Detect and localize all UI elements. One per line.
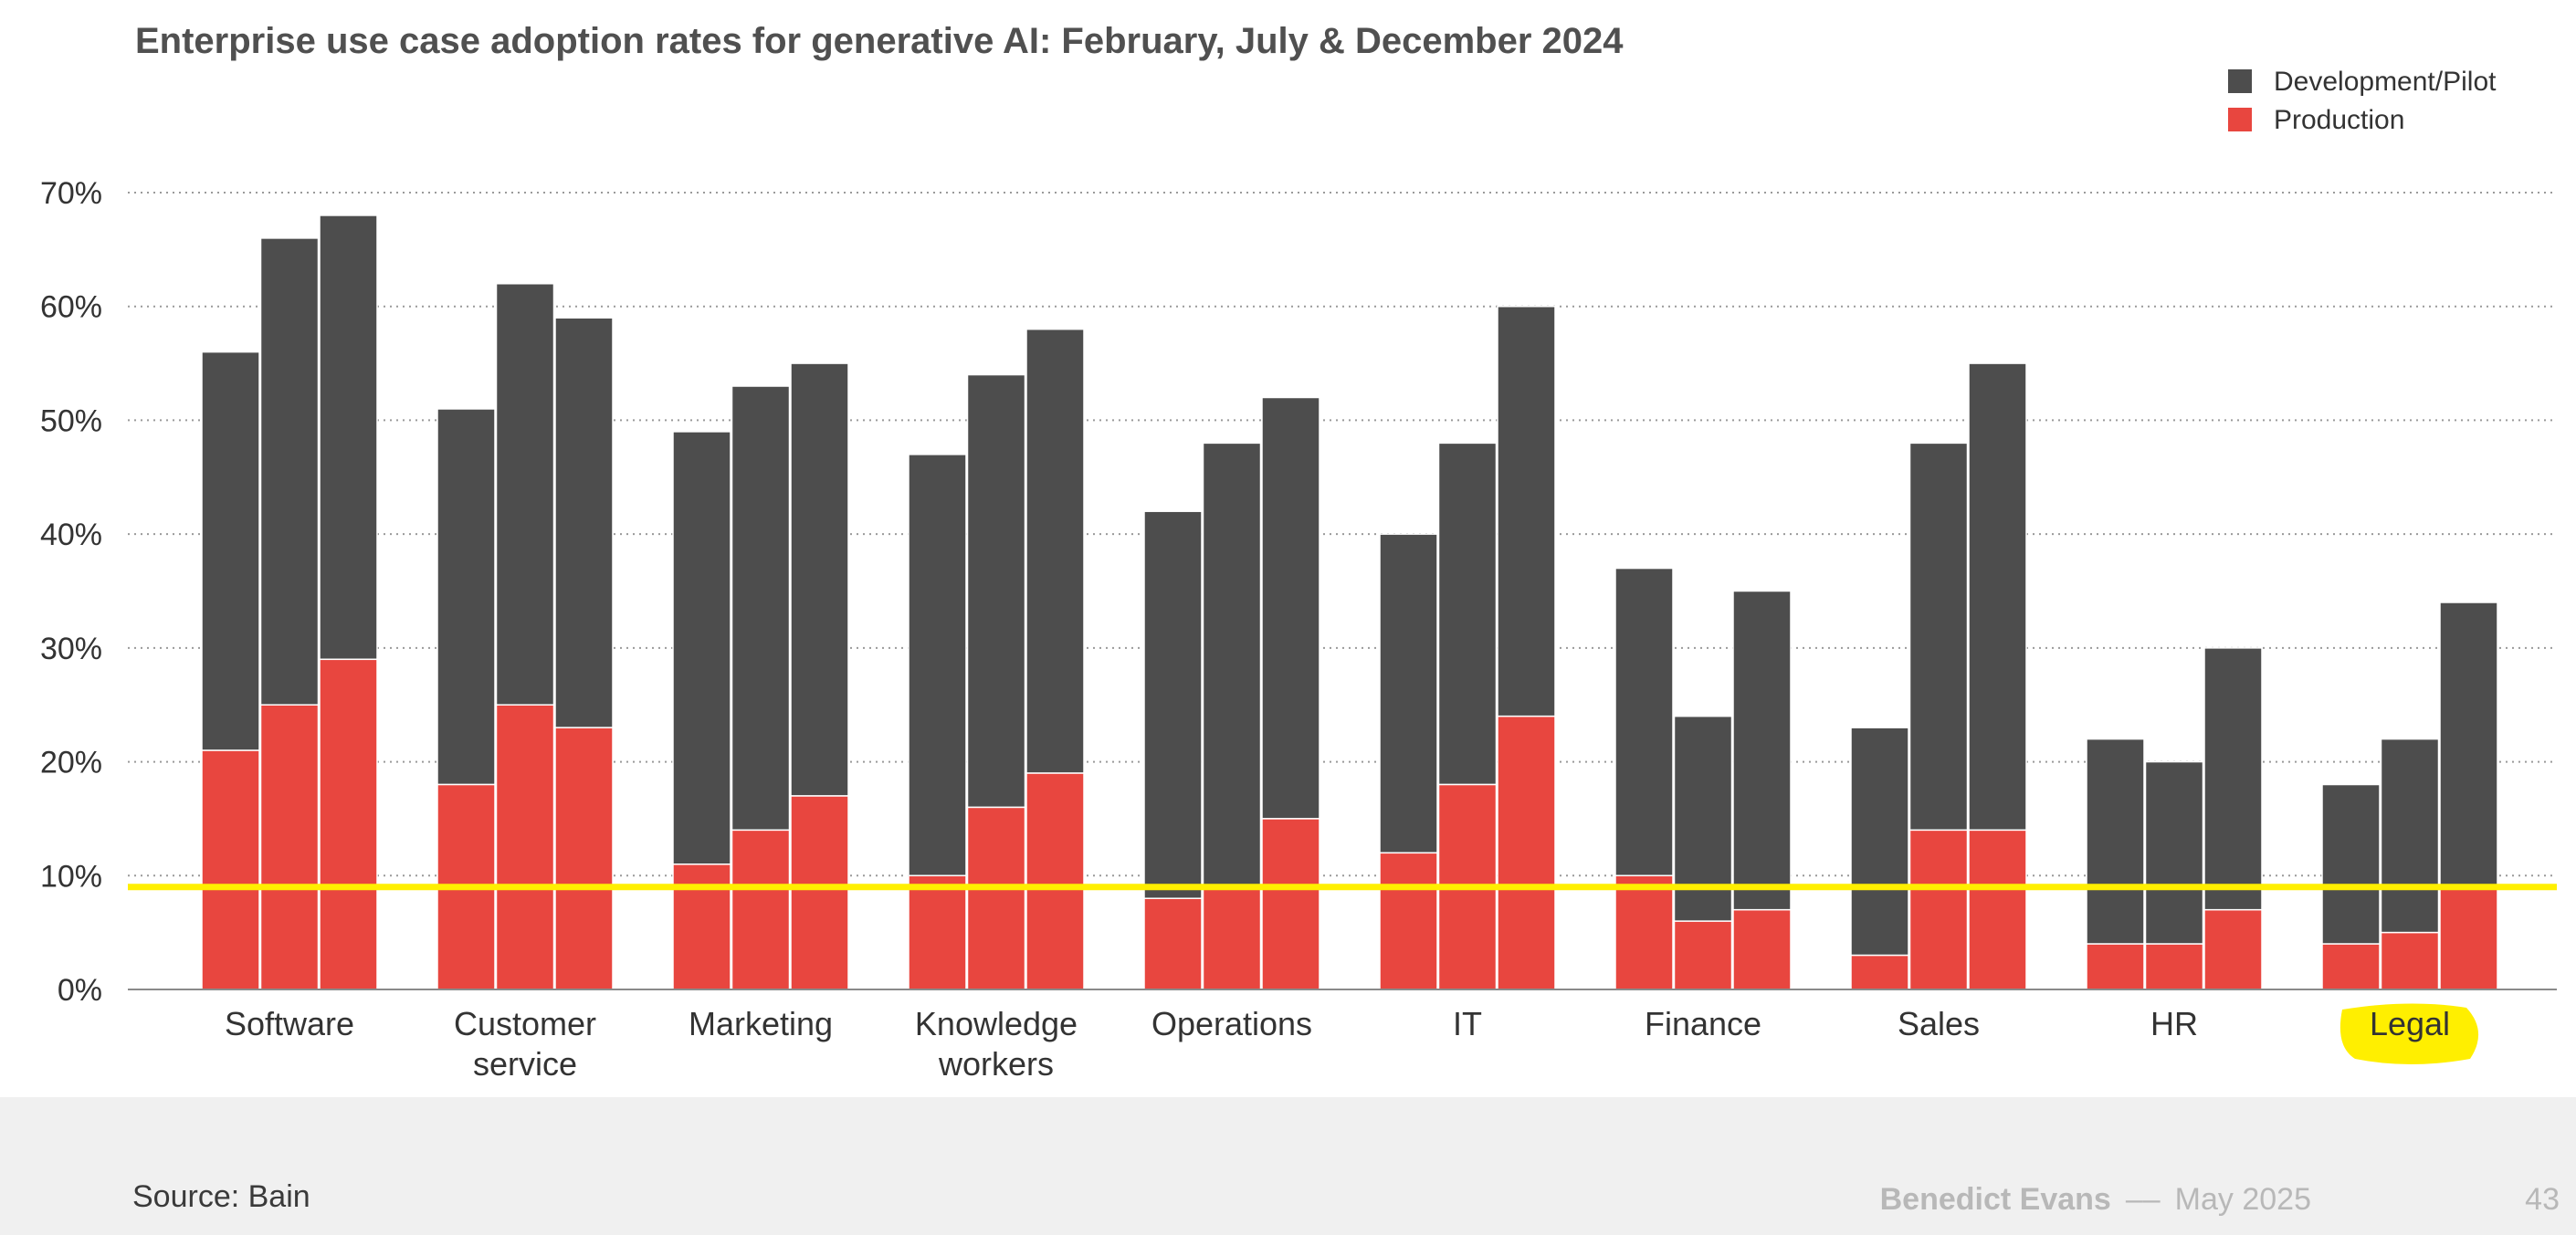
- bar-production: [1732, 908, 1792, 990]
- bar-development-pilot: [1732, 590, 1792, 911]
- bar-production: [966, 806, 1026, 990]
- bar-production: [259, 704, 320, 990]
- bar-development-pilot: [1968, 362, 2027, 832]
- x-tick-label: Sales: [1898, 1005, 1980, 1042]
- legend-swatch: [2228, 69, 2252, 93]
- x-tick-label: Customer service: [454, 1005, 596, 1083]
- bar-development-pilot: [2144, 760, 2204, 945]
- bar-production: [319, 658, 378, 990]
- bar-production: [1908, 829, 1969, 990]
- bar-development-pilot: [436, 408, 496, 786]
- y-tick-label: 40%: [40, 518, 102, 552]
- bar-development-pilot: [1143, 510, 1203, 899]
- credit-date: May 2025: [2174, 1182, 2311, 1217]
- bar-development-pilot: [2439, 602, 2498, 888]
- bar-development-pilot: [201, 351, 260, 751]
- bar-development-pilot: [259, 237, 320, 706]
- bar-production: [672, 863, 731, 990]
- x-axis-ticks: Software Customer service Marketing Knowledg…: [225, 1003, 2479, 1083]
- bar-development-pilot: [2321, 783, 2381, 945]
- bar-development-pilot: [2380, 738, 2440, 934]
- legend-label: Development/Pilot: [2274, 67, 2497, 97]
- legend-swatch: [2228, 108, 2252, 131]
- highlight-marker: [2339, 1003, 2479, 1064]
- credit-separator: ––: [2125, 1182, 2161, 1217]
- gridlines: [128, 192, 2557, 877]
- bar-development-pilot: [1850, 727, 1909, 957]
- page-number: 43: [2525, 1182, 2560, 1217]
- bar-production: [908, 874, 967, 990]
- y-tick-label: 50%: [40, 403, 102, 438]
- y-tick-label: 30%: [40, 632, 102, 666]
- x-tick-label: Software: [225, 1005, 354, 1042]
- bar-production: [1202, 886, 1262, 990]
- bar-production: [495, 704, 555, 990]
- bar-development-pilot: [790, 362, 849, 797]
- legend-label: Production: [2274, 105, 2404, 135]
- bar-development-pilot: [731, 385, 791, 832]
- bar-production: [2439, 886, 2498, 990]
- x-tick-label: Legal: [2370, 1005, 2450, 1042]
- bar-production: [2203, 908, 2263, 990]
- y-tick-label: 60%: [40, 290, 102, 325]
- x-tick-label: Knowledge workers: [915, 1005, 1078, 1083]
- y-axis-ticks: 0% 10% 20% 30% 40% 50% 60% 70%: [40, 176, 102, 1008]
- x-tick-label: Marketing: [689, 1005, 833, 1042]
- bar-development-pilot: [1025, 328, 1085, 774]
- bar-production: [790, 795, 849, 990]
- bars: [201, 215, 2498, 990]
- y-tick-label: 20%: [40, 746, 102, 780]
- bar-development-pilot: [495, 283, 555, 706]
- bar-development-pilot: [2086, 738, 2145, 945]
- bar-development-pilot: [1379, 533, 1438, 854]
- x-tick-label: IT: [1453, 1005, 1482, 1042]
- bar-production: [1614, 874, 1674, 990]
- x-tick-label: Operations: [1151, 1005, 1312, 1042]
- x-tick-label: HR: [2150, 1005, 2198, 1042]
- bar-production: [2086, 943, 2145, 990]
- bar-chart: Enterprise use case adoption rates for g…: [40, 21, 2557, 1083]
- y-tick-label: 70%: [40, 176, 102, 211]
- bar-development-pilot: [1908, 442, 1969, 832]
- bar-development-pilot: [2203, 647, 2263, 911]
- bar-production: [201, 749, 260, 990]
- bar-development-pilot: [1614, 567, 1674, 877]
- bar-production: [1379, 852, 1438, 990]
- bar-development-pilot: [1673, 715, 1733, 922]
- bar-development-pilot: [1202, 442, 1262, 888]
- bar-development-pilot: [319, 215, 378, 661]
- bar-production: [2321, 943, 2381, 990]
- legend: Development/Pilot Production: [2228, 67, 2497, 135]
- bar-production: [1261, 818, 1320, 990]
- footer-band: [0, 1097, 2576, 1235]
- bar-production: [1497, 715, 1556, 990]
- bar-development-pilot: [1261, 396, 1320, 820]
- bar-production: [1968, 829, 2027, 990]
- bar-production: [1673, 920, 1733, 990]
- bar-production: [1025, 772, 1085, 990]
- bar-production: [731, 829, 791, 990]
- x-tick-label: Finance: [1645, 1005, 1761, 1042]
- author-credit: Benedict Evans –– May 2025: [1880, 1182, 2311, 1218]
- bar-production: [554, 727, 614, 990]
- bar-development-pilot: [1437, 442, 1498, 786]
- bar-development-pilot: [966, 373, 1026, 809]
- bar-production: [1850, 954, 1909, 990]
- y-tick-label: 10%: [40, 859, 102, 894]
- bar-development-pilot: [554, 317, 614, 728]
- bar-development-pilot: [1497, 305, 1556, 717]
- y-tick-label: 0%: [58, 973, 102, 1008]
- bar-production: [1143, 897, 1203, 990]
- source-note: Source: Bain: [132, 1179, 310, 1214]
- bar-production: [2380, 931, 2440, 990]
- author-name: Benedict Evans: [1879, 1182, 2111, 1217]
- bar-production: [2144, 943, 2204, 990]
- bar-development-pilot: [908, 454, 967, 877]
- chart-title: Enterprise use case adoption rates for g…: [135, 21, 1624, 61]
- bar-development-pilot: [672, 431, 731, 865]
